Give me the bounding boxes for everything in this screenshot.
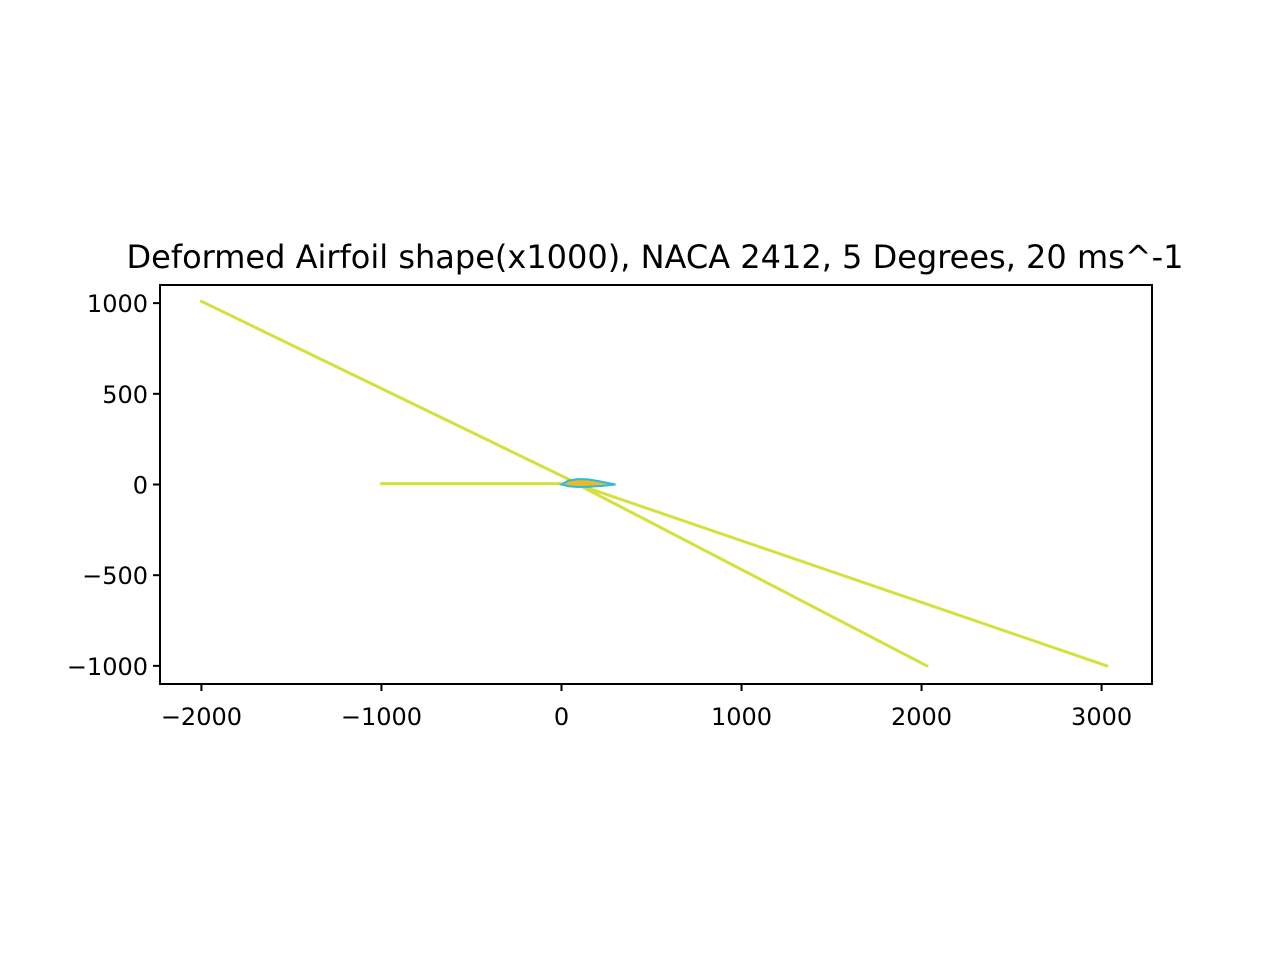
series-line-3 (578, 483, 929, 668)
x-tick-label: −1000 (341, 703, 422, 731)
x-tick-label: 3000 (1071, 703, 1132, 731)
series-line-1 (199, 299, 581, 486)
chart-title: Deformed Airfoil shape(x1000), NACA 2412… (126, 238, 1183, 276)
y-tick-label: −500 (82, 562, 148, 590)
x-tick-label: 0 (554, 703, 569, 731)
series-line-4 (570, 481, 1109, 668)
x-tick-label: 1000 (711, 703, 772, 731)
x-tick-label: 2000 (891, 703, 952, 731)
x-tick-label: −2000 (161, 703, 242, 731)
airfoil-shape (558, 478, 616, 489)
axis-ticks: −2000 −1000 0 1000 2000 3000 1000 500 0 −500 −1000 (67, 290, 1132, 731)
y-tick-label: 1000 (87, 290, 148, 318)
y-tick-label: 500 (102, 381, 148, 409)
plot-area (199, 299, 1109, 668)
y-tick-label: 0 (133, 472, 148, 500)
y-tick-label: −1000 (67, 653, 148, 681)
